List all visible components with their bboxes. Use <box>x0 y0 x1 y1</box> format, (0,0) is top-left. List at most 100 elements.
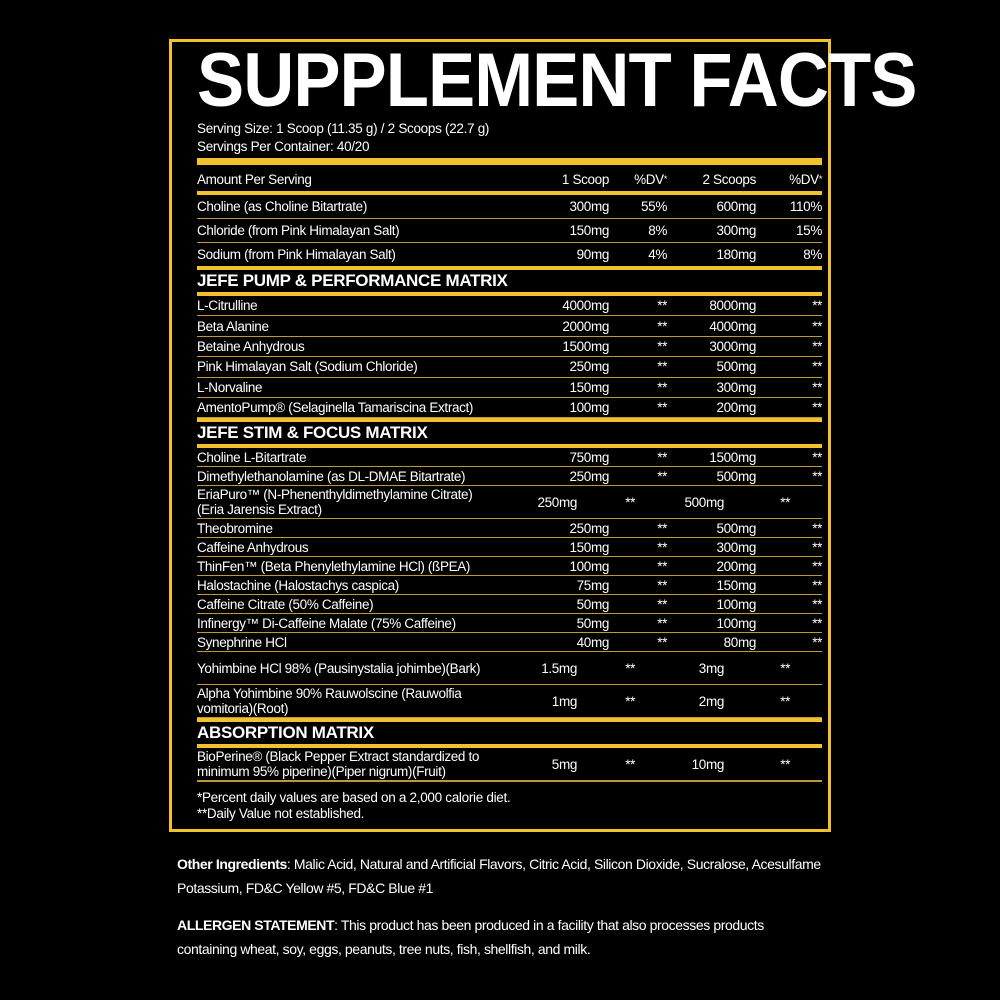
dv-2-scoops: ** <box>812 379 822 395</box>
amount-1-scoop: 150mg <box>569 379 609 395</box>
amount-1-scoop: 40mg <box>576 634 610 650</box>
divider <box>197 518 822 520</box>
amount-2-scoops: 500mg <box>716 520 756 536</box>
divider <box>197 717 822 719</box>
dv-2-scoops: ** <box>780 660 790 676</box>
divider <box>197 718 822 723</box>
amount-1-scoop: 750mg <box>569 449 609 465</box>
divider <box>197 417 822 419</box>
dv-2-scoops: 110% <box>789 199 822 214</box>
dv-2-scoops: ** <box>812 318 822 334</box>
ingredient-name: Caffeine Anhydrous <box>197 539 309 555</box>
dv-1-scoop: ** <box>657 577 667 593</box>
amount-1-scoop: 250mg <box>569 520 609 536</box>
dv-2-scoops: 8% <box>803 247 822 262</box>
amount-1-scoop: 150mg <box>569 223 609 238</box>
ingredient-row: Betaine Anhydrous 1500mg ** 3000mg ** <box>197 337 822 356</box>
amount-1-scoop: 150mg <box>569 539 609 555</box>
dv-1-scoop: ** <box>657 359 667 375</box>
servings-per-container: Servings Per Container: 40/20 <box>197 139 370 154</box>
dv-2-scoops: ** <box>812 596 822 612</box>
ingredient-name: ThinFen™ (Beta Phenylethylamine HCl) (ßP… <box>197 558 471 574</box>
amount-1-scoop: 1mg <box>551 693 578 709</box>
dv-1-scoop: ** <box>657 558 667 574</box>
dv-1-scoop: ** <box>657 634 667 650</box>
basic-nutrients: Choline (as Choline Bitartrate) 300mg 55% 6… <box>197 195 822 266</box>
ingredient-name: Choline L-Bitartrate <box>197 449 307 465</box>
divider <box>197 684 822 686</box>
amount-1-scoop: 250mg <box>569 359 609 375</box>
amount-1-scoop: 1.5mg <box>541 660 577 676</box>
dv-1-scoop: ** <box>657 379 667 395</box>
divider <box>197 780 822 782</box>
dv-2-scoops: ** <box>812 539 822 555</box>
ingredient-name: Infinergy™ Di-Caffeine Malate (75% Caffe… <box>197 615 456 631</box>
ingredient-row: Dimethylethanolamine (as DL-DMAE Bitartr… <box>197 467 822 485</box>
ingredient-name: Dimethylethanolamine (as DL-DMAE Bitartr… <box>197 468 466 484</box>
dv-1-scoop: ** <box>657 596 667 612</box>
amount-2-scoops: 200mg <box>716 400 756 416</box>
ingredient-row: Choline (as Choline Bitartrate) 300mg 55% 6… <box>197 195 822 218</box>
dv-2-scoops: ** <box>780 693 790 709</box>
ingredient-name: Alpha Yohimbine 90% Rauwolscine (Rauwolf… <box>197 686 462 717</box>
dv-1-scoop: ** <box>657 449 667 465</box>
ingredient-name: AmentoPump® (Selaginella Tamariscina Ext… <box>197 400 474 416</box>
amount-1-scoop: 250mg <box>537 494 577 510</box>
dv-2-scoops: ** <box>812 400 822 416</box>
divider <box>197 418 822 423</box>
divider <box>197 651 822 653</box>
dv-2-scoops: ** <box>812 577 822 593</box>
amount-2-scoops: 10mg <box>691 756 725 772</box>
amount-2-scoops: 100mg <box>716 596 756 612</box>
dv-2-scoops: ** <box>780 756 790 772</box>
ingredient-row: ThinFen™ (Beta Phenylethylamine HCl) (ßP… <box>197 557 822 575</box>
divider <box>197 315 822 317</box>
dv-1-scoop: ** <box>625 693 635 709</box>
amount-2-scoops: 180mg <box>716 247 756 262</box>
amount-1-scoop: 4000mg <box>562 298 609 314</box>
dv-2-scoops: 15% <box>796 223 822 238</box>
amount-1-scoop: 75mg <box>576 577 610 593</box>
dv-1-scoop: ** <box>657 338 667 354</box>
panel-title: SUPPLEMENT FACTS <box>197 38 917 123</box>
dv-1-scoop: ** <box>657 468 667 484</box>
divider <box>197 466 822 468</box>
dv-2-scoops: ** <box>812 634 822 650</box>
divider <box>197 537 822 539</box>
ingredient-name: L-Citrulline <box>197 298 258 314</box>
amount-1-scoop: 100mg <box>569 400 609 416</box>
ingredient-name: BioPerine® (Black Pepper Extract standar… <box>197 749 480 780</box>
ingredient-row: Theobromine 250mg ** 500mg ** <box>197 519 822 537</box>
amount-2-scoops: 8000mg <box>709 298 756 314</box>
dv-1-scoop: ** <box>625 756 635 772</box>
ingredient-row: Pink Himalayan Salt (Sodium Chloride) 250… <box>197 357 822 376</box>
amount-2-scoops: 2mg <box>698 693 725 709</box>
dv-2-scoops: ** <box>812 468 822 484</box>
amount-2-scoops: 300mg <box>716 539 756 555</box>
dv-1-scoop: 8% <box>648 223 667 238</box>
divider <box>197 376 822 378</box>
amount-2-scoops: 500mg <box>716 359 756 375</box>
ingredient-row: Chloride (from Pink Himalayan Salt) 150mg… <box>197 219 822 242</box>
col-1-scoop: 1 Scoop <box>561 171 609 187</box>
dv-2-scoops: ** <box>812 558 822 574</box>
amount-2-scoops: 4000mg <box>709 318 756 334</box>
allergen-statement: ALLERGEN STATEMENT: This product has bee… <box>177 913 797 961</box>
ingredient-row: BioPerine® (Black Pepper Extract standar… <box>197 748 822 780</box>
divider <box>197 781 822 783</box>
amount-1-scoop: 50mg <box>576 596 610 612</box>
col-2-scoops: 2 Scoops <box>702 171 757 187</box>
dv-1-scoop: 55% <box>641 199 667 214</box>
ingredient-row: Choline L-Bitartrate 750mg ** 1500mg ** <box>197 448 822 466</box>
dv-2-scoops: ** <box>812 615 822 631</box>
ingredient-name: EriaPuro™ (N-Phenenthyldimethylamine Cit… <box>197 487 473 518</box>
allergen-text: : This product has been produced in a fa… <box>177 917 764 957</box>
amount-2-scoops: 600mg <box>716 199 756 214</box>
ingredient-row: L-Norvaline 150mg ** 300mg ** <box>197 378 822 397</box>
ingredient-name: Choline (as Choline Bitartrate) <box>197 199 367 214</box>
ingredient-name: L-Norvaline <box>197 379 263 395</box>
divider <box>197 158 822 165</box>
supplement-facts-panel: SUPPLEMENT FACTS Serving Size: 1 Scoop (… <box>169 38 917 832</box>
amount-1-scoop: 50mg <box>576 615 610 631</box>
amount-2-scoops: 3mg <box>698 660 725 676</box>
